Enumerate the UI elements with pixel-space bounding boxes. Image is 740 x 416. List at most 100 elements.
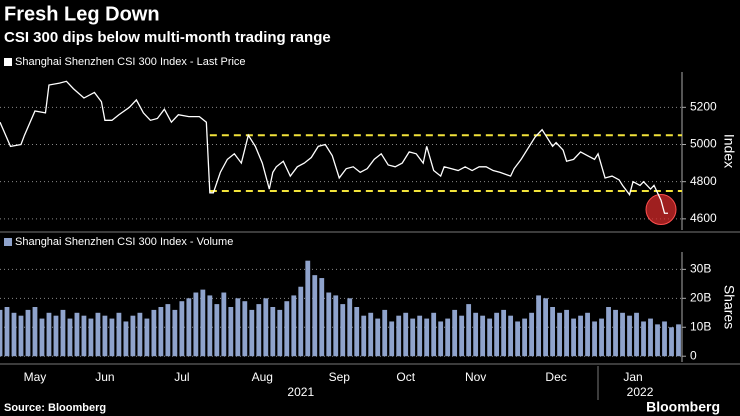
volume-bar — [452, 309, 458, 357]
y-tick-label: 5200 — [690, 99, 717, 113]
legend-label: Shanghai Shenzhen CSI 300 Index - Last P… — [15, 56, 246, 68]
volume-bar — [634, 312, 639, 357]
volume-bar — [655, 324, 660, 357]
legend-swatch — [4, 58, 12, 66]
volume-bar — [396, 315, 402, 357]
y-tick-label: 0 — [690, 348, 697, 362]
volume-bar — [193, 292, 199, 357]
volume-bar — [571, 318, 576, 357]
y-tick-label: 4600 — [690, 211, 717, 225]
volume-bar — [410, 318, 416, 357]
x-tick-label: Jan — [623, 370, 642, 384]
volume-bar — [424, 318, 430, 357]
volume-bar — [543, 298, 548, 357]
volume-bar — [109, 318, 115, 357]
y-tick-label: 4800 — [690, 174, 717, 188]
axis-label: Shares — [721, 285, 737, 329]
volume-bar — [116, 312, 122, 357]
volume-bar — [578, 315, 583, 357]
y-tick-label: 30B — [690, 262, 711, 276]
x-tick-label: Dec — [545, 370, 566, 384]
volume-bar — [277, 309, 283, 357]
volume-bar — [389, 321, 395, 357]
volume-bar — [333, 295, 339, 357]
x-tick-label: Aug — [252, 370, 273, 384]
volume-bar — [312, 275, 318, 357]
volume-bar — [228, 307, 234, 357]
year-label: 2021 — [287, 385, 314, 399]
volume-bar — [270, 307, 276, 357]
volume-bar — [39, 318, 45, 357]
brand: Bloomberg — [646, 399, 720, 415]
volume-bar — [67, 318, 73, 357]
source: Source: Bloomberg — [4, 402, 106, 414]
volume-bar — [123, 321, 129, 357]
highlight-circle — [645, 194, 677, 226]
chart-title: Fresh Leg Down — [4, 3, 160, 25]
y-tick-label: 20B — [690, 290, 711, 304]
volume-bar — [305, 260, 311, 357]
volume-bar — [88, 318, 94, 357]
volume-bar — [53, 315, 59, 357]
volume-bar — [550, 307, 555, 357]
volume-bar — [298, 286, 304, 357]
volume-bar — [480, 315, 486, 357]
volume-bar — [60, 309, 66, 357]
volume-bar — [585, 312, 590, 357]
x-tick-label: May — [24, 370, 47, 384]
volume-bar — [340, 304, 346, 357]
volume-bar — [25, 309, 31, 357]
volume-bar — [564, 309, 569, 357]
volume-bar — [592, 321, 597, 357]
volume-bar — [445, 318, 451, 357]
volume-bar — [473, 312, 479, 357]
volume-bar — [291, 295, 297, 357]
volume-bar — [263, 298, 269, 357]
volume-bar — [4, 307, 10, 357]
volume-bar — [74, 312, 80, 357]
volume-bar — [382, 309, 388, 357]
volume-bar — [95, 312, 101, 357]
x-tick-label: Jun — [95, 370, 114, 384]
volume-bar — [438, 321, 444, 357]
volume-bar — [172, 309, 178, 357]
volume-bar — [0, 309, 3, 357]
volume-bar — [599, 318, 604, 357]
volume-bar — [662, 321, 667, 357]
volume-bar — [669, 327, 674, 357]
volume-bar — [403, 312, 409, 357]
y-tick-label: 5000 — [690, 137, 717, 151]
volume-bar — [508, 315, 514, 357]
volume-bar — [326, 292, 332, 357]
volume-bar — [18, 315, 24, 357]
volume-bar — [361, 315, 367, 357]
axis-label: Index — [721, 134, 737, 168]
volume-bar — [221, 292, 227, 357]
legend-swatch — [4, 238, 12, 246]
y-tick-label: 10B — [690, 319, 711, 333]
price-line — [0, 80, 669, 214]
volume-bar — [431, 312, 437, 357]
x-tick-label: Oct — [396, 370, 415, 384]
volume-bar — [676, 324, 681, 357]
volume-bar — [347, 298, 353, 357]
volume-bar — [158, 307, 164, 357]
volume-bar — [130, 315, 136, 357]
volume-bar — [648, 318, 653, 357]
year-label: 2022 — [627, 385, 654, 399]
x-tick-label: Jul — [174, 370, 189, 384]
volume-bar — [214, 304, 220, 357]
volume-bar — [144, 318, 150, 357]
volume-bar — [487, 318, 493, 357]
x-tick-label: Sep — [329, 370, 351, 384]
volume-bar — [200, 289, 206, 357]
volume-bar — [179, 301, 185, 357]
volume-bar — [249, 309, 255, 357]
volume-bar — [137, 312, 143, 357]
volume-bar — [151, 309, 157, 357]
volume-bar — [11, 312, 17, 357]
volume-bar — [46, 312, 52, 357]
x-tick-label: Nov — [465, 370, 486, 384]
volume-bar — [613, 309, 618, 357]
